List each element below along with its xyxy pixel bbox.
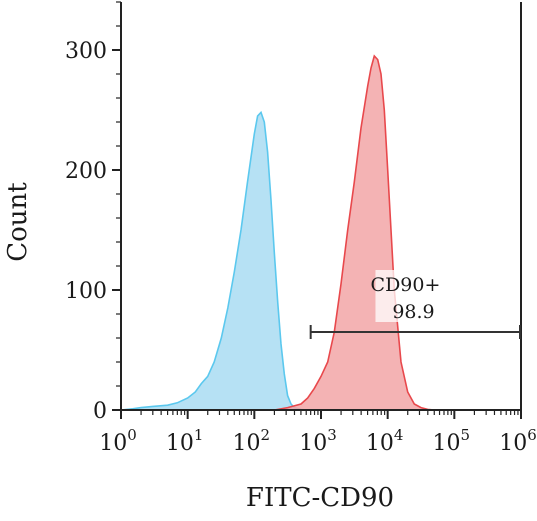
x-tick-label: 102 [233, 426, 271, 456]
gate-value: 98.9 [392, 301, 434, 323]
x-axis-title: FITC-CD90 [246, 483, 394, 513]
gate-layer: CD90+ 98.9 [309, 270, 521, 339]
series-1-area [121, 112, 321, 411]
series-1-outline [120, 110, 321, 411]
x-tick-label: 106 [499, 426, 537, 456]
y-axis-title: Count [3, 182, 33, 262]
y-tick-label: 0 [93, 399, 107, 424]
gate-label: CD90+ [371, 274, 441, 296]
y-tick-label: 200 [65, 159, 107, 184]
y-tick-label: 100 [65, 279, 107, 304]
y-tick-label: 300 [65, 39, 107, 64]
series-2-outline [274, 54, 435, 411]
gate-label-background [375, 270, 436, 322]
x-tick-label: 101 [166, 426, 204, 456]
x-tick-label: 103 [299, 426, 337, 456]
x-tick-label: 100 [99, 426, 137, 456]
x-tick-label: 104 [366, 426, 404, 456]
series-2-area [274, 56, 435, 410]
x-tick-label: 105 [433, 426, 471, 456]
series-layer [120, 54, 435, 411]
